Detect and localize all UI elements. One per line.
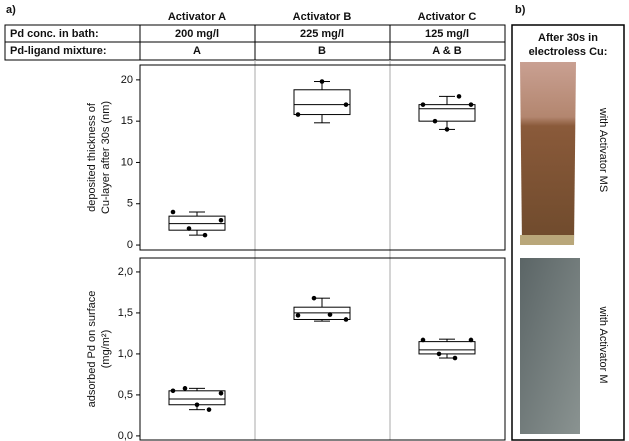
data-point	[183, 386, 188, 391]
y-tick-label: 0,0	[118, 430, 133, 441]
y-tick-label: 5	[127, 198, 133, 210]
photo-label: with Activator MS	[597, 107, 609, 192]
y-tick-label: 15	[121, 115, 133, 127]
data-point	[187, 226, 192, 231]
data-point	[445, 127, 450, 132]
column-header: Activator A	[168, 11, 226, 23]
y-tick-label: 0	[127, 239, 133, 251]
table-cell: A	[193, 45, 201, 57]
box	[294, 90, 350, 115]
table-cell: B	[318, 45, 326, 57]
data-point	[328, 312, 333, 317]
data-point	[195, 402, 200, 407]
data-point	[312, 296, 317, 301]
table-cell: Pd-ligand mixture:	[10, 45, 107, 57]
table-cell: 225 mg/l	[300, 28, 344, 40]
data-point	[171, 210, 176, 215]
data-point	[207, 407, 212, 412]
table-cell: 200 mg/l	[175, 28, 219, 40]
data-point	[469, 338, 474, 343]
data-point	[469, 102, 474, 107]
y-axis-label: adsorbed Pd on surface	[86, 291, 98, 408]
photo-copper	[520, 62, 576, 245]
photo-edge	[520, 235, 574, 245]
y-tick-label: 0,5	[118, 389, 133, 401]
data-point	[203, 233, 208, 238]
data-point	[453, 356, 458, 361]
y-axis-label: Cu-layer after 30s (nm)	[100, 101, 112, 214]
photo-label: with Activator M	[597, 305, 609, 383]
data-point	[296, 112, 301, 117]
photo-title: electroless Cu:	[529, 46, 608, 58]
panel-label: b)	[515, 4, 526, 16]
photo-pd	[520, 258, 580, 434]
data-point	[344, 317, 349, 322]
data-point	[421, 102, 426, 107]
figure: a) b) After 30s in electroless Cu: with …	[0, 0, 629, 441]
data-point	[320, 79, 325, 84]
data-point	[433, 119, 438, 124]
data-point	[421, 338, 426, 343]
y-tick-label: 10	[121, 156, 133, 168]
table-cell: Pd conc. in bath:	[10, 28, 99, 40]
data-point	[219, 391, 224, 396]
table-cell: 125 mg/l	[425, 28, 469, 40]
box	[419, 342, 475, 354]
data-point	[437, 352, 442, 357]
data-point	[344, 102, 349, 107]
y-tick-label: 1,5	[118, 307, 133, 319]
y-tick-label: 2,0	[118, 266, 133, 278]
y-axis-label: (mg/m²)	[100, 330, 112, 369]
column-header: Activator C	[418, 11, 477, 23]
column-header: Activator B	[293, 11, 352, 23]
table-cell: A & B	[432, 45, 462, 57]
y-tick-label: 1,0	[118, 348, 133, 360]
data-point	[171, 389, 176, 394]
data-point	[296, 313, 301, 318]
data-point	[457, 94, 462, 99]
panel-label: a)	[6, 4, 16, 16]
data-point	[219, 218, 224, 223]
y-axis-label: deposited thickness of	[86, 102, 98, 212]
box	[419, 105, 475, 122]
photo-title: After 30s in	[538, 32, 598, 44]
y-tick-label: 20	[121, 74, 133, 86]
